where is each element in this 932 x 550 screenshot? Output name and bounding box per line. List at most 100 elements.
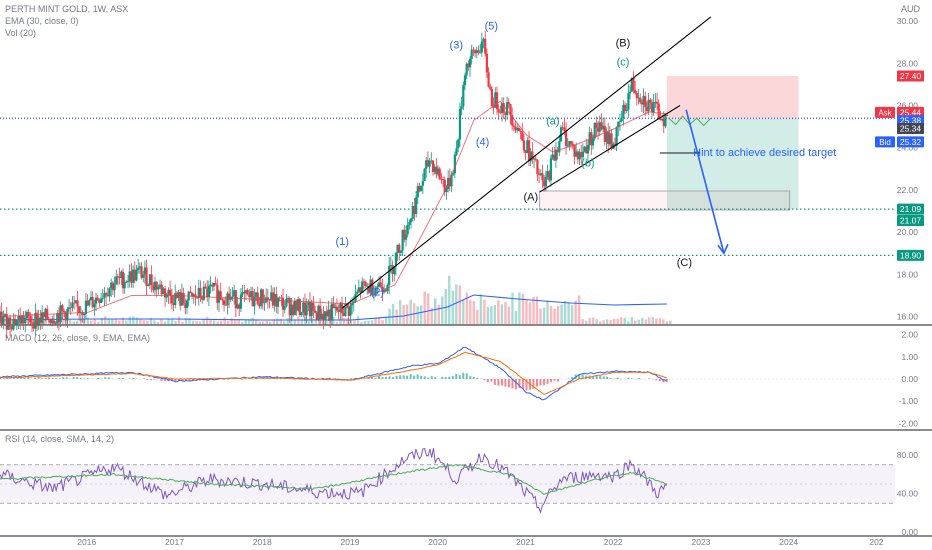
price-axis-tick: 22.00 [897,185,919,195]
candle-body [340,302,344,314]
volume-bar [370,320,374,325]
volume-bar [181,321,184,325]
volume-bar [307,318,311,325]
candle-body [628,91,632,94]
candle-body [101,297,104,299]
volume-bar [483,299,486,325]
wave-label: (5) [485,21,498,33]
candle-body [420,185,423,192]
rsi-axis-tick: 0.00 [901,527,918,537]
candle-body [126,281,130,282]
macd-hist-bar [525,379,528,391]
candle-body [211,284,214,287]
candle-body [297,299,300,311]
trend-line-upper [341,16,712,309]
macd-hist-bar [34,377,37,379]
candle-body [10,326,13,330]
candle-body [388,266,391,286]
candle-body [374,287,377,295]
price-badge-level-2[interactable]: 21.07 [897,215,924,227]
volume-bar [479,294,483,325]
candle-body [115,276,118,285]
macd-hist-bar [385,376,388,379]
candle-body [364,281,367,286]
candle-body [627,93,630,110]
candle-body [298,299,301,315]
volume-bar [54,320,58,325]
macd-hist-bar [665,379,668,382]
volume-bar [251,317,254,325]
candle-body [15,320,18,325]
candle-body [14,318,17,325]
price-badge-label: Ask [878,108,892,117]
macd-hist-bar [227,379,230,380]
macd-hist-bar [543,379,546,386]
candle-body [22,315,25,323]
price-badge-close[interactable]: 25.34 [897,122,924,134]
candle-body [201,297,204,300]
candle-body [283,306,286,310]
volume-bar [616,318,619,325]
volume-bar [125,320,128,325]
candle-body [384,289,387,292]
price-badge-level-1[interactable]: 21.09 [897,203,924,215]
macd-hist-bar [451,376,454,379]
price-badge-ask[interactable]: 25.44 Ask [875,106,924,118]
candle-body [219,291,222,300]
candle-body [418,186,421,192]
price-badge-level-3[interactable]: 18.90 [897,249,924,261]
candle-body [536,159,539,175]
candle-body [500,103,504,114]
macd-hist-bar [550,379,553,383]
volume-bar [409,299,412,325]
candle-body [20,315,24,324]
candle-body [502,103,505,113]
volume-bar [149,317,153,325]
candle-body [330,303,333,321]
candle-body [538,174,541,176]
macd-hist-bar [455,373,458,379]
macd-hist-bar [616,377,619,379]
candle-body [558,141,561,153]
macd-hist-bar [602,376,605,379]
candle-body [352,301,355,303]
volume-bar [321,318,325,325]
macd-hist-bar [121,377,124,379]
candle-body [652,102,655,113]
candle-body [344,303,347,317]
volume-bar [212,320,216,325]
candle-body [598,122,601,132]
volume-bar [441,296,444,325]
candle-body [586,144,590,154]
macd-hist-bar [392,377,395,379]
volume-bar [426,293,430,325]
price-badge-bid[interactable]: 25.32 Bid [875,136,924,148]
volume-bar [381,319,384,325]
candle-body [637,97,640,99]
candle-body [416,186,419,198]
time-axis-tick: 2021 [516,537,535,547]
macd-hist-bar [514,379,517,390]
candle-body [212,283,216,287]
macd-hist-bar [571,377,574,379]
candle-body [204,286,207,289]
candle-body [254,292,258,297]
candle-body [361,281,364,293]
candle-body [91,297,94,308]
candle-body [563,127,566,131]
macd-hist-bar [149,379,152,381]
volume-bar [465,292,469,325]
macd-hist-bar [37,376,40,379]
rsi-axis-tick: 80.00 [897,450,919,460]
price-badge-target-top[interactable]: 27.40 [897,70,924,82]
candle-body [522,140,526,151]
volume-bar [563,300,567,325]
candle-body [393,266,396,275]
candle-body [381,286,384,293]
candle-body [44,308,47,317]
volume-bar [216,321,219,325]
currency-label: AUD [900,4,920,14]
candle-body [409,218,413,223]
candle-body [411,205,414,219]
